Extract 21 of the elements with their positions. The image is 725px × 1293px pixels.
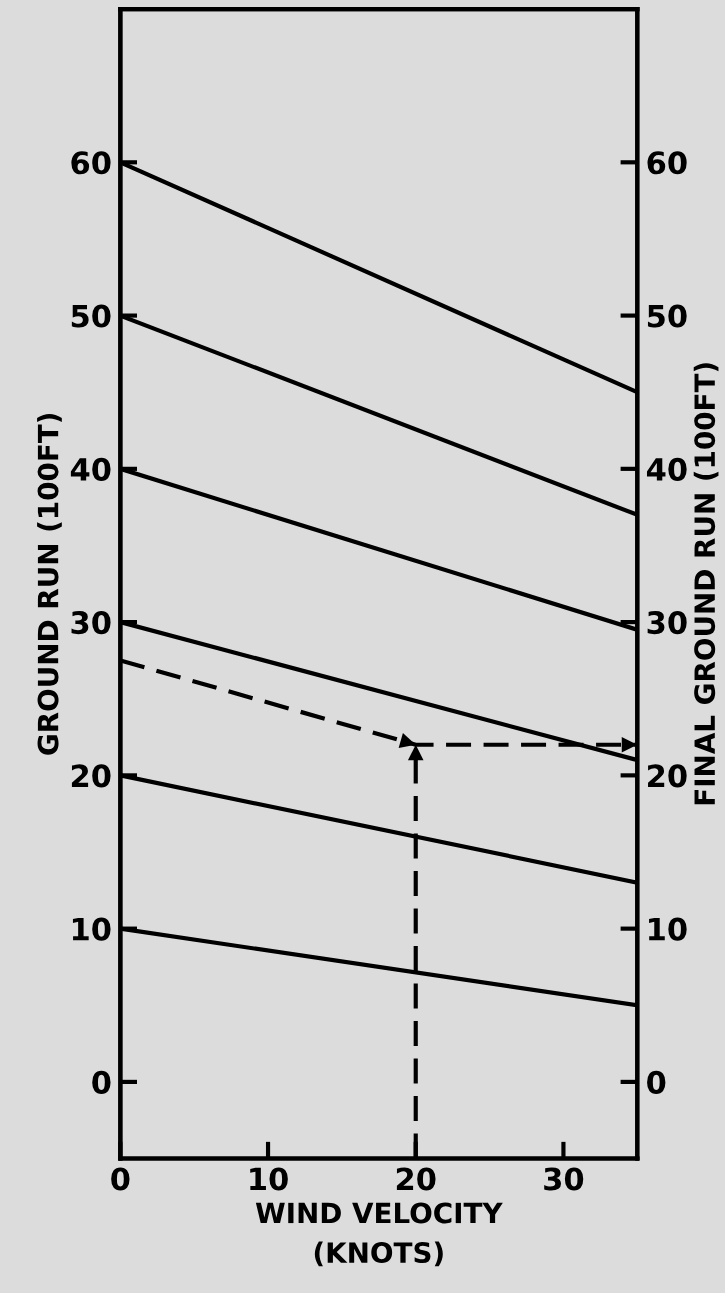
- y-tick-label: 0: [92, 1070, 111, 1094]
- y2-tick-label: 10: [649, 917, 687, 941]
- y2-tick-label: 60: [647, 151, 687, 175]
- y2-tick-label: 50: [647, 304, 687, 328]
- y-tick-label: 20: [71, 764, 111, 788]
- y2-axis-title: FINAL GROUND RUN (100FT): [693, 363, 719, 805]
- y2-tick-label: 30: [647, 611, 687, 635]
- y-tick-label: 50: [71, 304, 111, 328]
- y-tick-label: 40: [70, 457, 111, 481]
- x-tick-label: 20: [396, 1167, 436, 1191]
- y-axis-title: GROUND RUN (100FT): [37, 413, 62, 755]
- x-axis-title: WIND VELOCITY (KNOTS): [255, 1202, 503, 1267]
- y2-tick-label: 20: [648, 764, 687, 788]
- x-tick-label: 30: [544, 1167, 584, 1191]
- y2-tick-label: 40: [646, 457, 687, 481]
- y-tick-label: 10: [72, 917, 111, 941]
- y-tick-label: 30: [71, 611, 111, 635]
- x-tick-label: 10: [250, 1167, 288, 1191]
- y2-tick-label: 0: [647, 1070, 666, 1094]
- x-tick-label: 0: [111, 1167, 130, 1191]
- y-tick-label: 60: [71, 151, 111, 175]
